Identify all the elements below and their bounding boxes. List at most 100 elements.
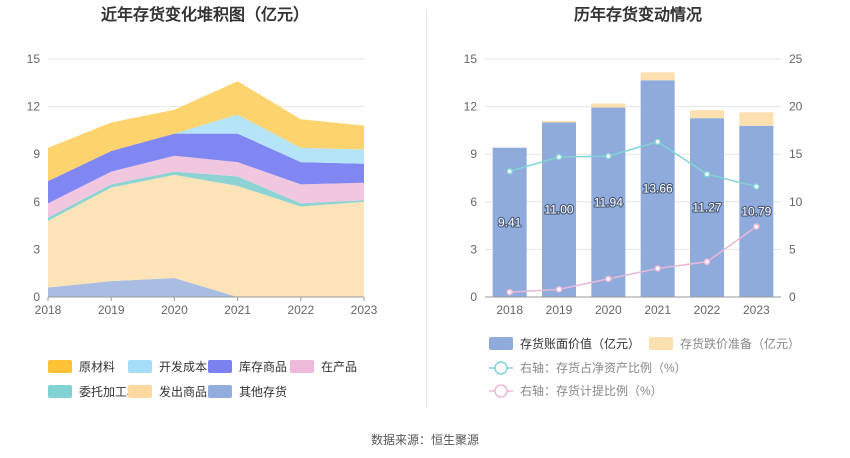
legend-swatch-其他存货	[208, 385, 232, 398]
right-line-series	[506, 138, 760, 296]
right-y2-tick-label: 5	[789, 242, 796, 256]
right-x-tick-label: 2022	[694, 303, 721, 317]
right-y2-tick-label: 0	[789, 290, 796, 304]
bar-impairment	[542, 120, 576, 123]
bar-value-label: 11.00	[544, 203, 573, 217]
bar-impairment	[690, 110, 724, 119]
right-bar-series	[492, 72, 774, 298]
bar-impairment	[640, 72, 675, 81]
bar-value-label: 11.27	[692, 201, 721, 215]
area-series-委托加工材料	[48, 171, 364, 221]
right-y2-tick-label: 20	[789, 100, 803, 114]
bar-impairment	[591, 103, 626, 108]
legend-label-库存商品: 库存商品	[239, 359, 287, 374]
right-x-tick-label: 2018	[496, 303, 523, 317]
line-point-1	[506, 288, 514, 296]
left-area-series	[48, 81, 364, 297]
left-axis: 0 3 6 9 12 15 2018 2019 2020 2021 2022 2023	[27, 52, 378, 317]
legend-label-book-value: 存货账面价值（亿元）	[520, 336, 640, 351]
bar-book-value	[542, 122, 576, 297]
legend-line-label-1: 右轴：存货计提比例（%）	[520, 383, 663, 398]
right-bar-labels: 9.41 11.00 11.94 13.66 11.27 10.79	[497, 181, 773, 231]
panel-divider	[426, 10, 427, 408]
left-x-tick-label: 2022	[287, 303, 314, 317]
legend-swatch-发出商品	[128, 385, 152, 398]
right-y-tick-label: 3	[470, 242, 477, 256]
right-y2-tick-label: 25	[789, 52, 803, 66]
right-x-tick-label: 2020	[595, 303, 622, 317]
bar-value-label: 11.94	[594, 195, 623, 209]
line-point-0	[703, 170, 711, 178]
right-y2-tick-label: 15	[789, 147, 803, 161]
right-y-tick-label: 12	[464, 100, 478, 114]
legend-swatch-委托加工材料	[48, 385, 72, 398]
bar-value-label: 9.41	[498, 215, 522, 229]
line-series-1	[509, 225, 757, 293]
right-axis: 0 3 6 9 12 15 0 5 10 15 20 25 2018 2019 2020 2021 2022 20…	[464, 52, 803, 317]
left-y-tick-label: 3	[33, 242, 40, 256]
data-source-note: 数据来源：恒生聚源	[370, 433, 479, 447]
bar-line-chart: 历年存货变动情况 9.41 11.00 11.94 13.66 11.27 10.79 0…	[464, 5, 803, 398]
right-x-tick-label: 2021	[644, 303, 671, 317]
area-series-其他存货	[48, 277, 364, 297]
right-chart-title: 历年存货变动情况	[574, 5, 702, 24]
legend-swatch-原材料	[48, 360, 72, 373]
left-x-tick-label: 2021	[224, 303, 251, 317]
legend-label-在产品: 在产品	[321, 360, 357, 374]
legend-line-marker-1	[494, 384, 508, 398]
right-x-tick-label: 2023	[743, 303, 770, 317]
right-y-tick-label: 9	[470, 147, 477, 161]
left-y-tick-label: 6	[33, 195, 40, 209]
legend-label-impairment: 存货跌价准备（亿元）	[680, 336, 800, 351]
bar-book-value	[739, 125, 774, 297]
line-point-1	[654, 265, 662, 272]
legend-line-marker-0	[494, 361, 508, 375]
right-gridlines	[485, 58, 781, 298]
legend-swatch-开发成本	[128, 360, 152, 373]
line-point-1	[752, 223, 760, 230]
left-x-tick-label: 2018	[35, 303, 62, 317]
legend-swatch-book-value	[489, 337, 513, 350]
bar-impairment	[739, 112, 774, 126]
line-point-0	[752, 183, 760, 190]
area-series-库存商品	[48, 133, 364, 204]
line-point-0	[654, 138, 662, 146]
legend-label-原材料: 原材料	[79, 360, 115, 374]
stacked-area-chart: 近年存货变化堆积图（亿元） 0 3 6 9 12 15 2018 2019 2020 2021 20…	[27, 5, 378, 399]
right-y-tick-label: 0	[470, 290, 477, 304]
bar-book-value	[591, 107, 626, 297]
right-legend: 存货账面价值（亿元） 存货跌价准备（亿元） 右轴：存货占净资产比例（%） 右轴：存货计…	[489, 336, 800, 398]
right-x-tick-label: 2019	[546, 303, 573, 317]
line-point-1	[604, 275, 612, 283]
left-y-tick-label: 9	[33, 147, 40, 161]
legend-swatch-库存商品	[208, 360, 232, 373]
line-point-0	[604, 152, 612, 160]
bar-value-label: 13.66	[643, 182, 673, 196]
area-series-发出商品	[48, 174, 364, 297]
left-y-tick-label: 12	[27, 100, 41, 114]
left-y-tick-label: 0	[33, 290, 40, 304]
right-y-tick-label: 6	[470, 195, 477, 209]
bar-value-label: 10.79	[741, 204, 771, 218]
area-series-在产品	[48, 155, 364, 218]
legend-label-开发成本: 开发成本	[159, 359, 207, 374]
bar-book-value	[640, 80, 675, 298]
left-x-tick-label: 2019	[98, 303, 125, 317]
line-series-0	[509, 141, 757, 188]
bar-book-value	[690, 118, 724, 297]
legend-swatch-impairment	[649, 337, 673, 350]
line-point-1	[703, 258, 711, 266]
legend-label-发出商品: 发出商品	[159, 384, 207, 399]
left-y-tick-label: 15	[27, 52, 41, 66]
right-y-tick-label: 15	[464, 52, 478, 66]
left-chart-title: 近年存货变化堆积图（亿元）	[101, 5, 309, 24]
legend-swatch-在产品	[290, 360, 314, 373]
line-point-0	[555, 153, 563, 161]
right-y2-tick-label: 10	[789, 195, 803, 209]
left-x-tick-label: 2023	[351, 303, 378, 317]
left-x-tick-label: 2020	[161, 303, 188, 317]
legend-line-label-0: 右轴：存货占净资产比例（%）	[520, 360, 687, 375]
area-series-原材料	[48, 81, 364, 182]
